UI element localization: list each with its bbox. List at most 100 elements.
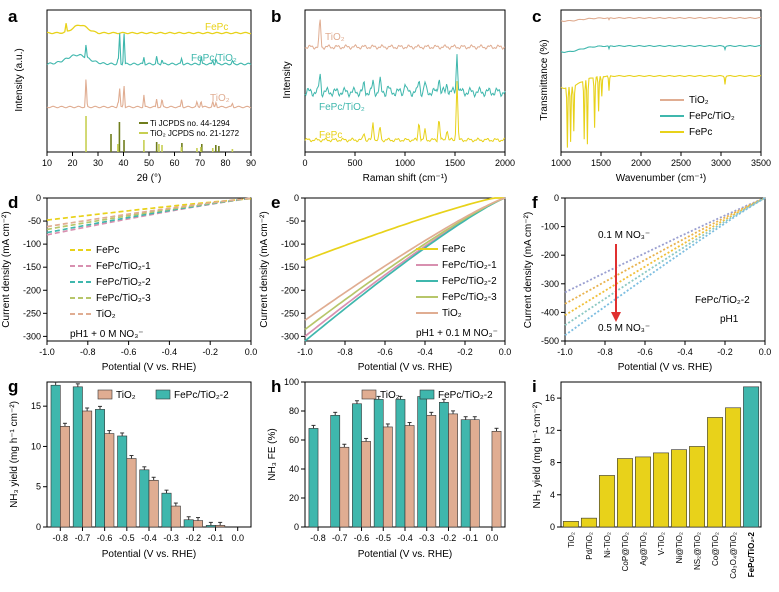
y-tick-label: 10	[31, 441, 41, 451]
x-axis-label: Potential (V vs. RHE)	[358, 549, 452, 560]
panel-letter: a	[8, 7, 18, 26]
y-axis-label: Intensity (a.u.)	[14, 48, 25, 111]
x-tick-label: Co@TiO₂	[711, 532, 720, 566]
condition-label: pH1	[720, 314, 739, 325]
x-tick-label: 3000	[711, 158, 731, 168]
series-line-fepc-tio2	[304, 54, 506, 99]
series-line	[304, 197, 506, 331]
series-line-tio2	[304, 19, 505, 50]
x-tick-label: 2500	[671, 158, 691, 168]
bar	[743, 386, 760, 528]
x-tick-label: Pd/TiO₂	[585, 532, 594, 560]
series-line	[564, 197, 766, 327]
series-line	[46, 197, 252, 236]
x-tick-label: FePc/TiO₂-2	[747, 531, 756, 577]
x-tick-label: 30	[93, 158, 103, 168]
bar	[95, 409, 105, 528]
x-tick-label: -1.0	[39, 347, 55, 357]
x-axis-label: Wavenumber (cm⁻¹)	[616, 173, 706, 184]
legend-swatch	[361, 389, 377, 400]
panel-letter: e	[271, 193, 280, 212]
arrow-label: 0.1 M NO₃⁻	[598, 230, 650, 241]
bar	[671, 449, 687, 528]
panel-letter: h	[271, 377, 281, 396]
bar	[148, 479, 159, 528]
bar	[82, 410, 93, 528]
bar	[653, 452, 669, 528]
x-tick-label: TiO₂	[567, 532, 576, 548]
bar	[417, 396, 428, 528]
x-tick-label: -0.6	[354, 533, 370, 543]
bar	[215, 525, 226, 528]
y-tick-label: 60	[289, 435, 299, 445]
legend-label: TiO₂ JCPDS no. 21-1272	[150, 129, 240, 138]
x-tick-label: -0.8	[310, 533, 326, 543]
x-tick-label: 40	[118, 158, 128, 168]
plot-frame	[46, 197, 252, 342]
bar	[426, 415, 437, 528]
bar	[707, 417, 724, 528]
panel-e: -1.0 -0.8 -0.6 -0.4 -0.2 0.0 0 -50 -100 -150 -200 -…	[259, 193, 511, 373]
legend-label: TiO₂	[96, 309, 116, 320]
panel-a: 10 20 30 40 50 60 70 80 90 a Intensity (a.u.) 2θ (°…	[8, 7, 256, 184]
y-tick-label: -200	[541, 250, 559, 260]
condition-label: pH1 + 0 M NO₃⁻	[70, 329, 144, 340]
y-axis-label: NH₃ FE (%)	[267, 428, 278, 480]
x-tick-label: -0.5	[376, 533, 392, 543]
x-tick-label: 1500	[445, 158, 465, 168]
x-tick-label: -1.0	[557, 347, 573, 357]
legend-label: TiO₂	[442, 308, 462, 319]
legend-swatch	[419, 389, 435, 400]
y-tick-label: -100	[541, 222, 559, 232]
y-axis-label: NH₃ yield (mg h⁻¹ cm⁻²)	[532, 402, 543, 509]
x-tick-label: 0.0	[245, 347, 258, 357]
series-line	[564, 197, 766, 337]
x-tick-label: -0.4	[141, 533, 157, 543]
x-tick-label: -0.6	[97, 533, 113, 543]
y-axis-label: Current density (mA cm⁻²)	[523, 212, 534, 328]
x-tick-label: Ni@TiO₂	[675, 532, 684, 563]
x-axis-label: Raman shift (cm⁻¹)	[363, 173, 448, 184]
series-label: TiO₂	[325, 32, 345, 43]
legend-swatch	[155, 389, 171, 400]
series-line-fepc	[560, 75, 762, 148]
y-tick-label: -50	[28, 216, 41, 226]
panel-letter: d	[8, 193, 18, 212]
x-tick-label: 1000	[395, 158, 415, 168]
x-tick-label: Ag@TiO₂	[639, 532, 648, 566]
series-line-fepc	[304, 81, 506, 143]
x-tick-label: -0.7	[332, 533, 348, 543]
y-tick-label: -400	[541, 307, 559, 317]
y-tick-label: -300	[281, 331, 299, 341]
x-tick-label: -0.3	[163, 533, 179, 543]
x-tick-label: 90	[246, 158, 256, 168]
plot-frame	[304, 197, 506, 342]
x-tick-label: 0.0	[499, 347, 512, 357]
y-tick-label: 15	[31, 401, 41, 411]
sample-label: FePc/TiO₂-2	[695, 295, 750, 306]
series-label: FePc/TiO₂	[319, 102, 365, 113]
legend-label: TiO₂	[380, 390, 400, 401]
x-tick-label: -0.1	[208, 533, 224, 543]
x-tick-label: -0.8	[337, 347, 353, 357]
legend-swatch	[139, 132, 148, 134]
legend-label: FePc/TiO₂	[689, 111, 735, 122]
legend-label: FePc	[96, 245, 119, 256]
bar	[448, 413, 458, 528]
bar	[689, 446, 705, 528]
x-tick-label: CoP@TiO₂	[621, 532, 630, 571]
bar	[308, 428, 319, 528]
x-tick-label: 0	[302, 158, 307, 168]
arrow-label: 0.5 M NO₃⁻	[598, 323, 650, 334]
x-tick-label: Ni-TiO₂	[603, 532, 612, 558]
x-tick-label: 500	[347, 158, 362, 168]
x-tick-label: -0.4	[162, 347, 178, 357]
plot-frame	[560, 9, 762, 153]
x-tick-label: 2000	[495, 158, 515, 168]
x-tick-label: -0.6	[637, 347, 653, 357]
x-tick-label: 0.0	[486, 533, 499, 543]
y-tick-label: 8	[550, 458, 555, 468]
x-tick-label: -0.7	[75, 533, 91, 543]
panel-letter: c	[532, 7, 541, 26]
